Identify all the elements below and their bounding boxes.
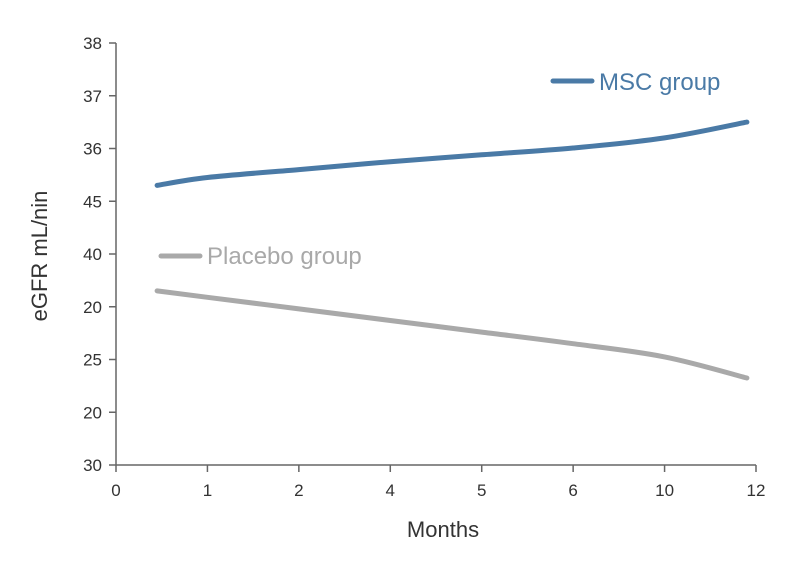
y-tick-label: 20 <box>83 403 102 422</box>
x-tick-label: 5 <box>477 481 486 500</box>
x-tick-label: 6 <box>568 481 577 500</box>
y-ticks: 30 20 25 20 40 45 36 37 38 <box>83 34 116 475</box>
y-tick-label: 25 <box>83 351 102 370</box>
y-tick-label: 20 <box>83 298 102 317</box>
legend: MSC group Placebo group <box>158 69 720 270</box>
x-tick-label: 2 <box>294 481 303 500</box>
y-tick-label: 38 <box>83 34 102 53</box>
y-tick-label: 36 <box>83 140 102 159</box>
y-axis-title: eGFR mL/nin <box>27 191 52 322</box>
y-tick-label: 45 <box>83 192 102 211</box>
y-tick-label: 37 <box>83 87 102 106</box>
x-tick-label: 4 <box>386 481 395 500</box>
y-tick-label: 40 <box>83 245 102 264</box>
legend-label-0: MSC group <box>599 69 720 96</box>
series-line-1 <box>154 288 750 381</box>
x-tick-label: 10 <box>655 481 674 500</box>
x-axis-title: Months <box>407 517 479 542</box>
x-tick-label: 1 <box>203 481 212 500</box>
x-tick-label: 0 <box>111 481 120 500</box>
series-line-0 <box>154 119 750 188</box>
x-tick-label: 12 <box>747 481 766 500</box>
series-layer <box>154 119 750 381</box>
y-tick-label: 30 <box>83 456 102 475</box>
x-ticks: 0 1 2 4 5 6 10 12 <box>111 465 765 500</box>
legend-label-1: Placebo group <box>207 243 362 270</box>
